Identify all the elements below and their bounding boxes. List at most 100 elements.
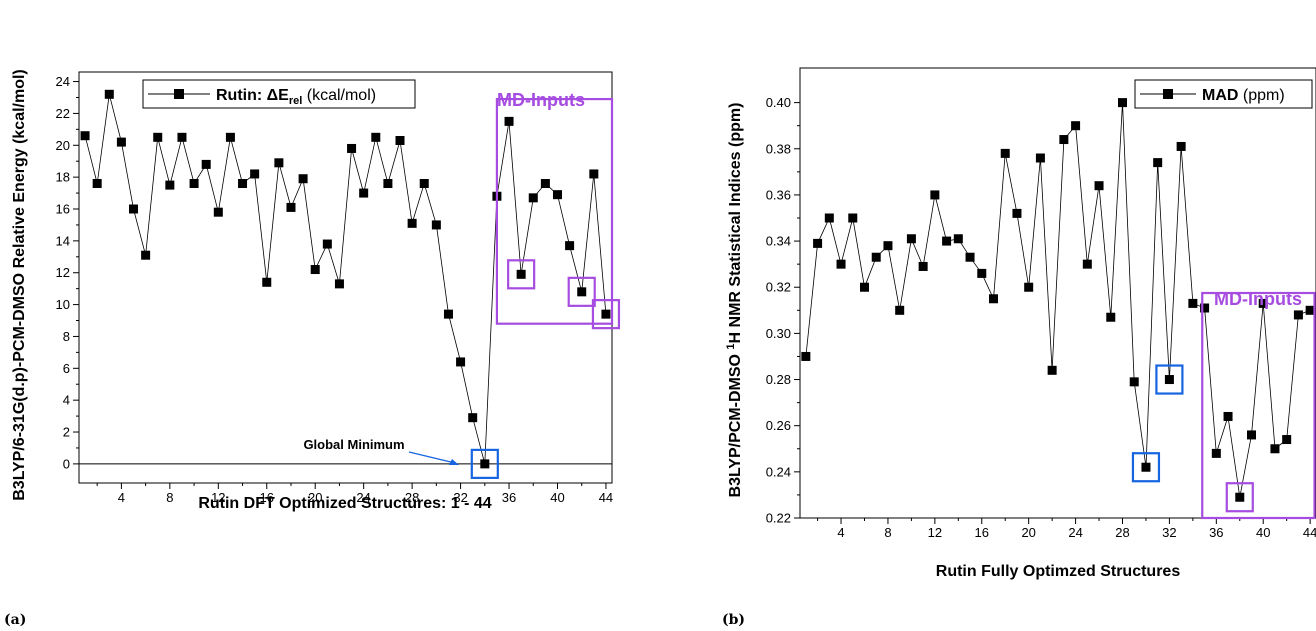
chart-b-x-tick-label: 40 — [1256, 525, 1270, 540]
chart-b-y-axis-label-prefix: B3LYP/PCM-DMSO — [727, 350, 744, 498]
chart-b-data-point — [1200, 303, 1210, 313]
chart-a-data-point — [262, 277, 272, 287]
chart-b-data-point — [930, 190, 940, 200]
chart-a-data-point — [456, 357, 466, 367]
chart-b-data-point — [953, 234, 963, 244]
chart-b-y-tick-label: 0.32 — [766, 280, 791, 295]
chart-b-data-point — [1293, 310, 1303, 320]
chart-b-data-point — [965, 252, 975, 262]
chart-b-plot-frame — [799, 67, 1316, 519]
chart-b-data-point — [895, 305, 905, 315]
chart-b-data-point — [813, 238, 823, 248]
chart-b-x-tick-label: 28 — [1115, 525, 1129, 540]
chart-b-data-point — [1223, 411, 1233, 421]
chart-a-data-point — [359, 188, 369, 198]
chart-a-x-tick-label: 8 — [166, 490, 173, 505]
chart-b-data-point — [942, 236, 952, 246]
chart-a-x-tick-label: 4 — [118, 490, 125, 505]
chart-a-y-tick-label: 18 — [56, 170, 70, 185]
chart-b-data-point — [989, 294, 998, 304]
chart-a-x-tick-label: 36 — [502, 490, 516, 505]
chart-b-y-tick-label: 0.26 — [766, 418, 791, 433]
chart-b-x-tick-label: 16 — [975, 525, 989, 540]
chart-b-y-tick-label: 0.36 — [766, 187, 791, 202]
chart-b-y-tick-label: 0.30 — [766, 326, 791, 341]
chart-a: 4 8 12 16 20 24 28 32 36 40 4402468101214161820222… — [4, 69, 621, 628]
chart-a-data-point — [153, 132, 163, 142]
chart-a-data-point — [504, 116, 514, 126]
chart-b-data-point — [1176, 141, 1186, 151]
chart-a-annotation-arrow — [408, 451, 456, 464]
chart-a-y-tick-label: 6 — [63, 361, 70, 376]
chart-a-data-point — [528, 193, 538, 203]
chart-a-x-tick-label: 16 — [260, 490, 274, 505]
chart-a-y-tick-label: 20 — [56, 138, 70, 153]
chart-b-md-inputs-box — [1201, 291, 1316, 520]
chart-a-y-axis-label: B3LYP/6-31G(d.p)-PCM-DMSO Relative Energ… — [11, 69, 28, 501]
panel-label-b: (b) — [722, 612, 745, 628]
chart-b-data-point — [1211, 448, 1221, 458]
chart-a-data-point — [322, 239, 332, 249]
chart-b-x-tick-label: 4 — [837, 525, 844, 540]
chart-b-data-point — [848, 213, 858, 223]
chart-b-legend-suffix: (ppm) — [1238, 87, 1284, 104]
chart-b-data-point — [1305, 305, 1315, 315]
chart-a-legend-text: Rutin: ΔErel (kcal/mol) — [216, 87, 376, 107]
chart-a-md-input-highlight-box — [567, 276, 596, 307]
chart-a-data-point — [395, 136, 405, 145]
chart-a-minimum-highlight-box — [470, 448, 499, 479]
chart-a-data-point — [310, 265, 320, 275]
chart-b-minimum-highlight-box — [1155, 364, 1184, 395]
chart-a-data-point — [201, 159, 211, 169]
chart-a-data-point — [225, 132, 235, 142]
chart-b-data-point — [1118, 98, 1127, 108]
chart-a-data-point — [238, 179, 248, 189]
chart-b-data-point — [836, 259, 846, 269]
chart-a-data-point — [92, 179, 102, 189]
chart-a-data-point — [334, 279, 344, 289]
chart-a-legend-prefix: Rutin: ΔE — [216, 87, 289, 104]
chart-b-data-point — [824, 213, 834, 223]
chart-a-data-point — [80, 131, 90, 141]
chart-b-y-tick-label: 0.24 — [766, 464, 791, 479]
chart-b-legend-bold: MAD — [1202, 87, 1238, 104]
chart-a-data-point — [129, 204, 139, 214]
chart-b-data-point — [1188, 298, 1198, 308]
chart-a-y-tick-label: 10 — [56, 297, 70, 312]
chart-b-series-line — [805, 102, 1311, 498]
chart-a-y-tick-label: 0 — [63, 456, 70, 471]
chart-a-annotation-arrowhead — [449, 459, 459, 465]
chart-a-md-inputs-box — [495, 97, 614, 325]
chart-a-data-point — [213, 207, 223, 217]
chart-b-data-point — [1047, 365, 1057, 375]
chart-a-y-tick-label: 8 — [63, 329, 70, 344]
chart-a-y-tick-label: 12 — [56, 265, 70, 280]
chart-b-data-point — [1071, 121, 1081, 131]
chart-a-md-inputs-label: MD-Inputs — [497, 90, 585, 110]
chart-b-data-point — [906, 234, 916, 244]
chart-a-y-tick-label: 16 — [56, 202, 70, 217]
chart-a-legend-sub: rel — [289, 95, 302, 107]
chart-a-data-point — [552, 190, 562, 200]
chart-b-data-point — [1082, 259, 1092, 269]
chart-a-y-tick-label: 24 — [56, 74, 70, 89]
chart-a-data-point — [407, 218, 417, 228]
chart-a-x-tick-label: 24 — [356, 490, 370, 505]
chart-a-y-tick-label: 4 — [63, 393, 70, 408]
chart-b-data-point — [1164, 375, 1174, 385]
chart-b-y-tick-label: 0.22 — [766, 511, 791, 526]
chart-b-legend — [1134, 79, 1313, 109]
chart-b-x-tick-label: 36 — [1209, 525, 1223, 540]
chart-b-x-tick-label: 20 — [1021, 525, 1035, 540]
chart-b-y-tick-label: 0.38 — [766, 141, 791, 156]
chart-a-data-point — [565, 241, 575, 251]
chart-a-x-tick-label: 28 — [405, 490, 419, 505]
chart-b-y-tick-label: 0.34 — [766, 234, 791, 249]
chart-b-x-tick-label: 12 — [928, 525, 942, 540]
chart-a-x-tick-label: 40 — [550, 490, 564, 505]
chart-b-y-axis-label-suffix: H NMR Statistical Indices (ppm) — [727, 103, 744, 344]
chart-a-data-point — [577, 287, 587, 297]
chart-b-data-point — [1282, 435, 1292, 445]
chart-b-data-point — [1000, 148, 1010, 158]
chart-b-legend-marker — [1163, 89, 1173, 99]
